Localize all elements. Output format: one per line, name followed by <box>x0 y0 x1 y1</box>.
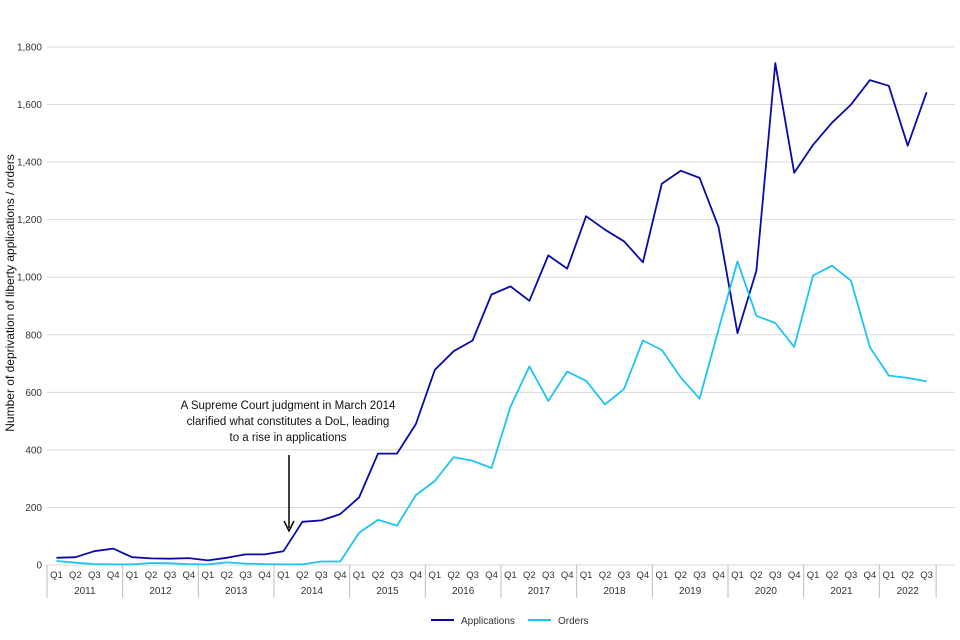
y-tick-label: 800 <box>25 330 42 341</box>
x-tick-quarter: Q1 <box>428 570 441 581</box>
x-tick-year: 2012 <box>149 586 172 597</box>
x-tick-quarter: Q1 <box>807 570 820 581</box>
x-tick-quarter: Q3 <box>88 570 101 581</box>
x-tick-year: 2022 <box>897 586 920 597</box>
y-tick-label: 0 <box>36 561 42 572</box>
y-axis-ticks: 0 200 400 600 800 1,000 1,200 1,400 1,600 1,800 <box>17 43 42 572</box>
x-tick-quarter: Q3 <box>315 570 328 581</box>
x-tick-quarter: Q2 <box>220 570 233 581</box>
x-tick-year: 2016 <box>452 586 475 597</box>
x-tick-quarter: Q2 <box>674 570 687 581</box>
x-tick-year: 2011 <box>74 586 96 597</box>
y-axis-label: Number of deprivation of liberty applica… <box>3 154 17 431</box>
x-tick-year: 2019 <box>679 586 702 597</box>
x-tick-quarter: Q4 <box>334 570 347 581</box>
annotation-line-2: clarified what constitutes a DoL, leadin… <box>187 416 390 428</box>
x-tick-quarter: Q1 <box>126 570 139 581</box>
series-line-orders <box>56 260 927 566</box>
x-tick-quarter: Q1 <box>277 570 290 581</box>
x-tick-quarter: Q1 <box>353 570 366 581</box>
x-tick-quarter: Q4 <box>864 570 877 581</box>
annotation-arrowhead <box>283 520 295 533</box>
legend: Applications Orders <box>431 616 589 627</box>
x-tick-quarter: Q4 <box>561 570 574 581</box>
x-axis: Q1 Q2 Q3 Q4 2011 Q1 Q2 Q3 Q4 2012 Q1 Q2 Q3 Q4 2013 Q1 Q2… <box>46 565 937 598</box>
annotation-line-1: A Supreme Court judgment in March 2014 <box>181 400 396 412</box>
annotation: A Supreme Court judgment in March 2014 c… <box>181 400 396 533</box>
y-tick-label: 600 <box>25 388 42 399</box>
x-tick-quarter: Q4 <box>712 570 725 581</box>
x-tick-year: 2018 <box>603 586 626 597</box>
x-tick-quarter: Q1 <box>580 570 593 581</box>
y-tick-label: 1,800 <box>17 43 42 54</box>
x-tick-quarter: Q2 <box>599 570 612 581</box>
annotation-line-3: to a rise in applications <box>230 432 347 444</box>
x-tick-quarter: Q3 <box>391 570 404 581</box>
x-tick-quarter: Q4 <box>258 570 271 581</box>
x-tick-quarter: Q3 <box>466 570 479 581</box>
x-tick-year: 2015 <box>376 586 399 597</box>
x-tick-quarter: Q4 <box>637 570 650 581</box>
x-tick-quarter: Q2 <box>826 570 839 581</box>
x-tick-year: 2020 <box>755 586 778 597</box>
x-tick-quarter: Q3 <box>845 570 858 581</box>
x-tick-quarter: Q1 <box>655 570 668 581</box>
x-tick-quarter: Q3 <box>769 570 782 581</box>
x-tick-quarter: Q4 <box>107 570 120 581</box>
x-tick-year: 2013 <box>225 586 248 597</box>
x-tick-year: 2014 <box>301 586 324 597</box>
x-tick-quarter: Q4 <box>183 570 196 581</box>
x-tick-quarter: Q4 <box>410 570 423 581</box>
x-tick-quarter: Q3 <box>542 570 555 581</box>
x-tick-quarter: Q3 <box>618 570 631 581</box>
x-tick-quarter: Q4 <box>788 570 801 581</box>
legend-label-applications: Applications <box>461 616 515 627</box>
x-tick-quarter: Q2 <box>296 570 309 581</box>
y-tick-label: 1,000 <box>17 273 42 284</box>
y-tick-label: 200 <box>25 503 42 514</box>
x-tick-quarter: Q4 <box>485 570 498 581</box>
x-tick-quarter: Q3 <box>164 570 177 581</box>
x-tick-quarter: Q2 <box>145 570 158 581</box>
x-tick-quarter: Q1 <box>882 570 895 581</box>
x-tick-quarter: Q2 <box>901 570 914 581</box>
series-line-applications <box>56 62 928 562</box>
x-tick-quarter: Q3 <box>693 570 706 581</box>
x-tick-quarter: Q2 <box>372 570 385 581</box>
x-tick-quarter: Q1 <box>201 570 214 581</box>
x-tick-quarter: Q2 <box>447 570 460 581</box>
y-tick-label: 400 <box>25 445 42 456</box>
x-tick-quarter: Q1 <box>504 570 517 581</box>
series-lines <box>56 62 928 566</box>
x-tick-quarter: Q3 <box>920 570 933 581</box>
x-tick-quarter: Q1 <box>731 570 744 581</box>
x-tick-year: 2017 <box>528 586 551 597</box>
legend-label-orders: Orders <box>558 616 589 627</box>
y-tick-label: 1,200 <box>17 215 42 226</box>
y-tick-label: 1,400 <box>17 158 42 169</box>
x-tick-quarter: Q2 <box>523 570 536 581</box>
x-tick-quarter: Q2 <box>69 570 82 581</box>
y-gridlines <box>47 46 955 566</box>
x-tick-quarter: Q1 <box>50 570 63 581</box>
x-tick-year: 2021 <box>830 586 853 597</box>
y-tick-label: 1,600 <box>17 100 42 111</box>
x-tick-quarter: Q2 <box>750 570 763 581</box>
x-tick-quarter: Q3 <box>239 570 252 581</box>
